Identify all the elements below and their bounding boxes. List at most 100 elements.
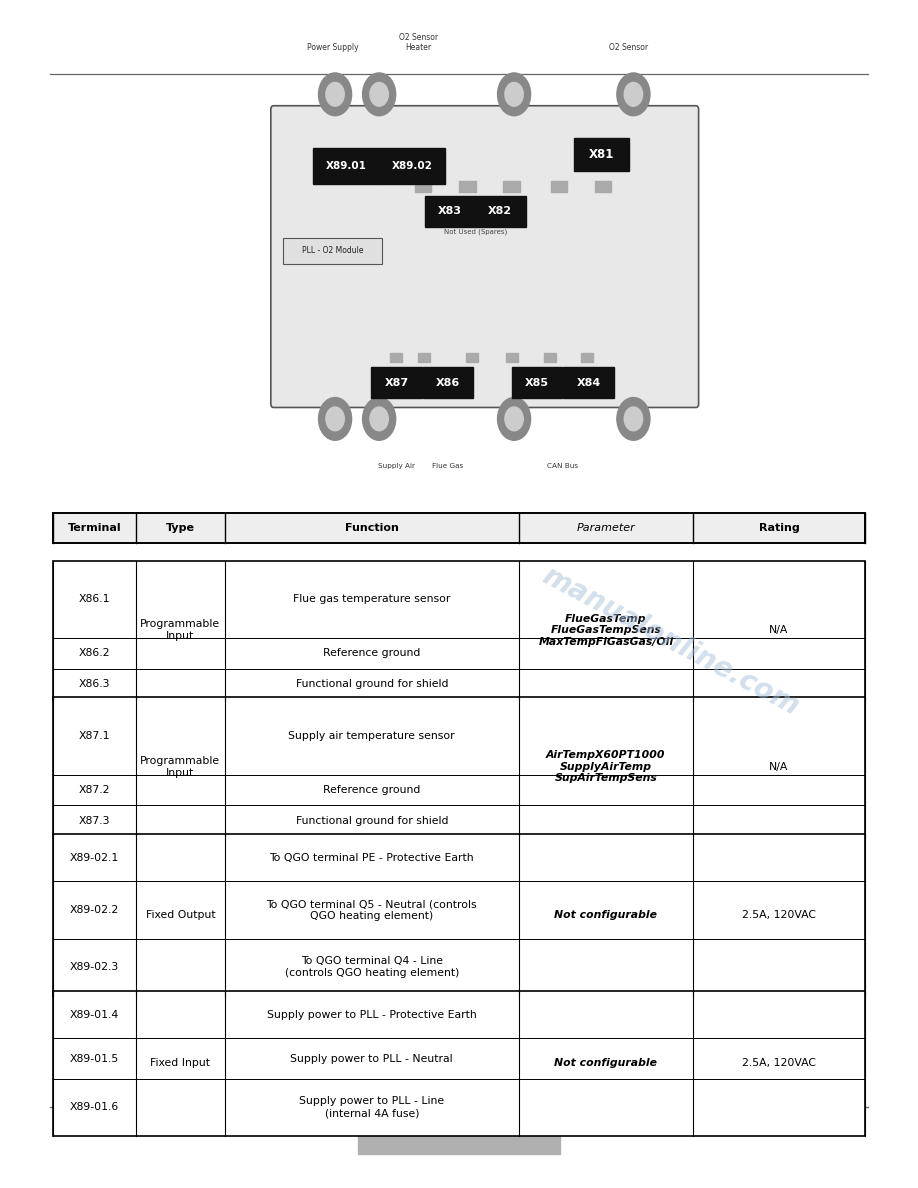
Bar [506, 353, 518, 362]
Bar [574, 138, 629, 171]
Text: 2.5A, 120VAC: 2.5A, 120VAC [742, 1059, 816, 1068]
Text: Reference ground: Reference ground [323, 785, 420, 795]
Text: manualonline.com: manualonline.com [537, 562, 803, 721]
Text: X87.2: X87.2 [79, 785, 110, 795]
Text: PLL - O2 Module: PLL - O2 Module [302, 246, 363, 255]
Text: Programmable
Input: Programmable Input [140, 619, 220, 642]
Text: X89-01.6: X89-01.6 [70, 1102, 119, 1112]
Text: To QGO terminal Q4 - Line
(controls QGO heating element): To QGO terminal Q4 - Line (controls QGO … [285, 956, 459, 978]
Bar [313, 148, 379, 184]
Text: X87: X87 [385, 378, 409, 387]
Text: Functional ground for shield: Functional ground for shield [296, 816, 448, 826]
Circle shape [363, 72, 396, 115]
Text: X86.1: X86.1 [79, 594, 110, 605]
Text: X89-02.3: X89-02.3 [70, 962, 119, 972]
Circle shape [326, 82, 344, 106]
Text: O2 Sensor: O2 Sensor [610, 43, 648, 52]
Bar [551, 181, 567, 192]
Bar [418, 353, 430, 362]
Circle shape [370, 407, 388, 431]
Circle shape [624, 407, 643, 431]
Bar [53, 991, 865, 1136]
Text: X86.2: X86.2 [79, 649, 110, 658]
Text: N/A: N/A [769, 625, 789, 636]
Text: X89-02.2: X89-02.2 [70, 905, 119, 915]
Text: Fixed Input: Fixed Input [151, 1059, 210, 1068]
Text: Function: Function [345, 523, 398, 533]
Text: Terminal: Terminal [68, 523, 121, 533]
Text: X84: X84 [577, 378, 600, 387]
Circle shape [617, 398, 650, 441]
Text: Supply power to PLL - Protective Earth: Supply power to PLL - Protective Earth [267, 1010, 476, 1019]
Circle shape [370, 82, 388, 106]
Text: X87.3: X87.3 [79, 816, 110, 826]
Bar [53, 697, 865, 836]
Bar [581, 353, 593, 362]
Circle shape [363, 398, 396, 441]
Text: Power Supply: Power Supply [307, 43, 358, 52]
Bar [53, 561, 865, 700]
Text: Functional ground for shield: Functional ground for shield [296, 680, 448, 689]
Circle shape [624, 82, 643, 106]
Text: Type: Type [166, 523, 195, 533]
Bar [53, 513, 865, 543]
Circle shape [498, 398, 531, 441]
Bar [379, 148, 445, 184]
Bar [283, 238, 382, 264]
Circle shape [505, 82, 523, 106]
Bar [415, 181, 431, 192]
Bar [53, 834, 865, 996]
Bar [503, 181, 520, 192]
Text: AirTempX60PT1000
SupplyAirTemp
SupAirTempSens: AirTempX60PT1000 SupplyAirTemp SupAirTem… [546, 751, 666, 783]
Text: Fixed Output: Fixed Output [146, 910, 215, 920]
Text: Flue gas temperature sensor: Flue gas temperature sensor [293, 594, 451, 605]
Circle shape [319, 72, 352, 115]
Text: O2 Sensor
Heater: O2 Sensor Heater [399, 33, 438, 52]
Text: X89-01.5: X89-01.5 [70, 1054, 119, 1063]
Text: X89.01: X89.01 [326, 162, 366, 171]
Text: Not configurable: Not configurable [554, 1059, 657, 1068]
Bar [476, 196, 526, 227]
Bar [424, 196, 476, 227]
Bar [422, 367, 474, 398]
Text: Parameter: Parameter [577, 523, 635, 533]
Bar [512, 367, 562, 398]
Text: X87.1: X87.1 [79, 731, 110, 741]
Text: X86: X86 [436, 378, 460, 387]
Text: Not Used (Spares): Not Used (Spares) [444, 228, 507, 234]
FancyBboxPatch shape [271, 106, 699, 407]
Text: Flue Gas: Flue Gas [432, 463, 464, 469]
Circle shape [326, 407, 344, 431]
Text: Supply air temperature sensor: Supply air temperature sensor [288, 731, 455, 741]
Bar [390, 353, 402, 362]
Text: X89-01.4: X89-01.4 [70, 1010, 119, 1019]
Bar [466, 353, 478, 362]
Text: 2.5A, 120VAC: 2.5A, 120VAC [742, 910, 816, 920]
Bar [564, 367, 614, 398]
Bar [595, 181, 611, 192]
Bar [459, 181, 476, 192]
Circle shape [505, 407, 523, 431]
Text: X89.02: X89.02 [392, 162, 432, 171]
Text: X81: X81 [588, 148, 614, 160]
Bar [544, 353, 556, 362]
Text: Supply Air: Supply Air [378, 463, 415, 469]
Text: X85: X85 [525, 378, 549, 387]
Text: To QGO terminal Q5 - Neutral (controls
QGO heating element): To QGO terminal Q5 - Neutral (controls Q… [266, 899, 477, 921]
Text: Programmable
Input: Programmable Input [140, 756, 220, 778]
Text: FlueGasTemp
FlueGasTempSens
MaxTempFlGasGas/Oil: FlueGasTemp FlueGasTempSens MaxTempFlGas… [538, 614, 674, 646]
Text: Not configurable: Not configurable [554, 910, 657, 920]
Bar [358, 1132, 560, 1154]
Circle shape [498, 72, 531, 115]
Bar [371, 367, 422, 398]
Text: Supply power to PLL - Neutral: Supply power to PLL - Neutral [290, 1054, 453, 1063]
Text: N/A: N/A [769, 762, 789, 772]
Text: X83: X83 [438, 207, 462, 216]
Circle shape [319, 398, 352, 441]
Text: To QGO terminal PE - Protective Earth: To QGO terminal PE - Protective Earth [270, 853, 474, 862]
Text: Reference ground: Reference ground [323, 649, 420, 658]
Circle shape [617, 72, 650, 115]
Text: Rating: Rating [758, 523, 800, 533]
Text: X86.3: X86.3 [79, 680, 110, 689]
Text: CAN Bus: CAN Bus [547, 463, 578, 469]
